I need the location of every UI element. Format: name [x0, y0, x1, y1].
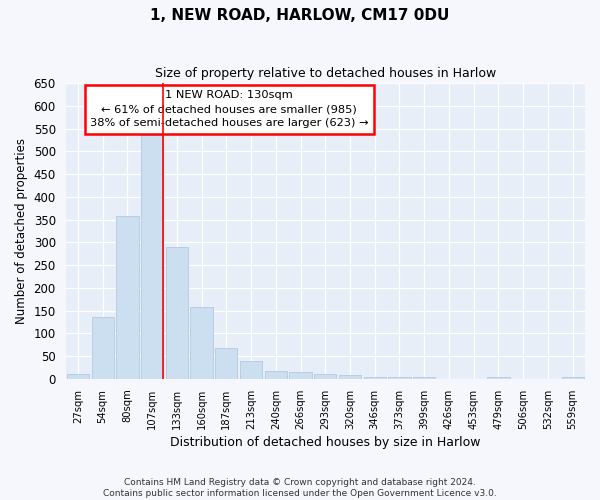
Bar	[166, 247, 188, 379]
Bar	[289, 372, 311, 379]
Y-axis label: Number of detached properties: Number of detached properties	[15, 138, 28, 324]
Bar	[116, 216, 139, 379]
Bar	[413, 377, 436, 379]
Bar	[562, 376, 584, 379]
Bar	[67, 374, 89, 379]
Bar	[487, 376, 509, 379]
Bar	[240, 360, 262, 379]
Bar	[141, 136, 163, 379]
Bar	[339, 376, 361, 379]
X-axis label: Distribution of detached houses by size in Harlow: Distribution of detached houses by size …	[170, 436, 481, 449]
Bar	[314, 374, 337, 379]
Text: 1 NEW ROAD: 130sqm
← 61% of detached houses are smaller (985)
38% of semi-detach: 1 NEW ROAD: 130sqm ← 61% of detached hou…	[90, 90, 368, 128]
Bar	[364, 377, 386, 379]
Bar	[215, 348, 238, 379]
Title: Size of property relative to detached houses in Harlow: Size of property relative to detached ho…	[155, 68, 496, 80]
Text: Contains HM Land Registry data © Crown copyright and database right 2024.
Contai: Contains HM Land Registry data © Crown c…	[103, 478, 497, 498]
Bar	[92, 316, 114, 379]
Bar	[190, 307, 213, 379]
Bar	[265, 371, 287, 379]
Text: 1, NEW ROAD, HARLOW, CM17 0DU: 1, NEW ROAD, HARLOW, CM17 0DU	[151, 8, 449, 22]
Bar	[388, 377, 410, 379]
